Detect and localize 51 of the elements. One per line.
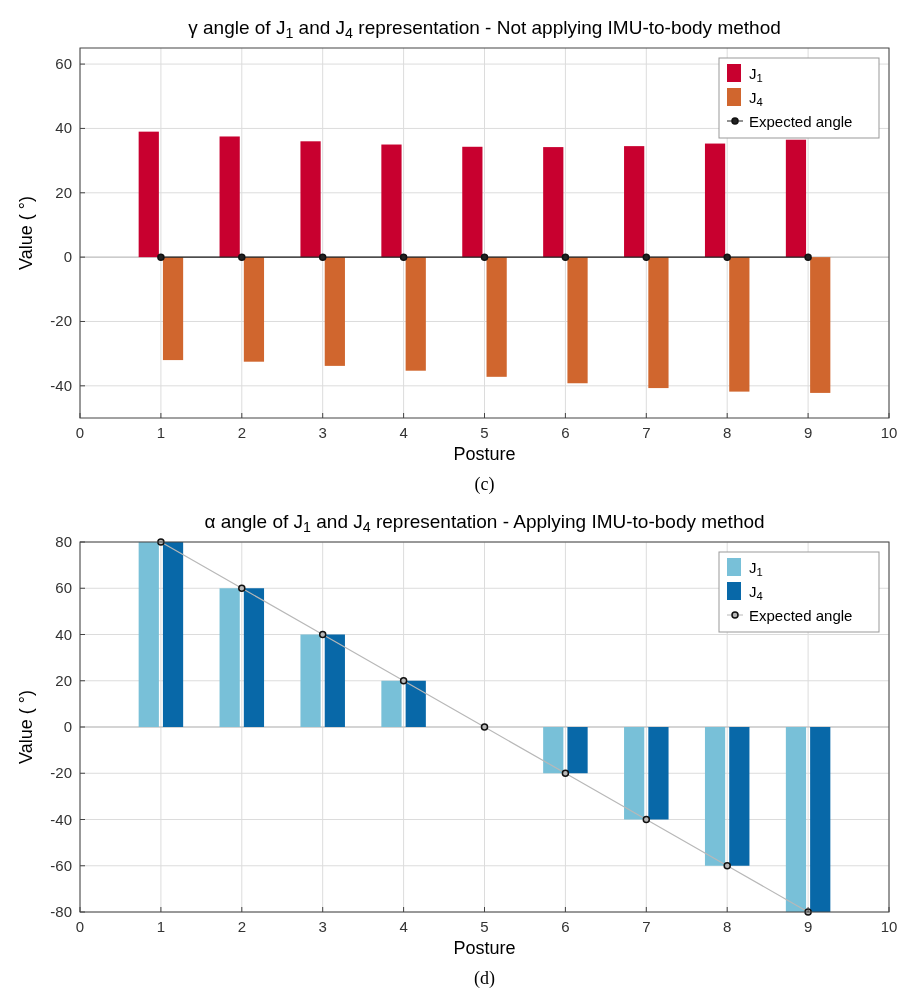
x-tick-label: 0 bbox=[75, 918, 85, 935]
legend-label: Expected angle bbox=[749, 607, 853, 624]
x-tick-label: 1 bbox=[156, 424, 166, 441]
y-tick-label: 80 bbox=[55, 533, 72, 550]
chart-title: γ angle of J$_{1}$ and J$_{4}$ representation - Not applying IMU-to-body method bbox=[188, 17, 781, 42]
x-tick-label: 5 bbox=[480, 918, 489, 935]
x-tick-label: 10 bbox=[880, 918, 898, 935]
x-tick-label: 0 bbox=[75, 424, 85, 441]
chart-title: α angle of J$_{1}$ and J$_{4}$ representation - Applying IMU-to-body method bbox=[204, 511, 765, 536]
x-tick-label: 9 bbox=[803, 424, 813, 441]
legend-label: J$_{1}$ bbox=[749, 65, 763, 85]
y-tick-label: -20 bbox=[50, 312, 72, 330]
y-axis-title: Value ( °) bbox=[16, 690, 36, 764]
y-tick-label: -20 bbox=[50, 764, 72, 782]
y-tick-label: -80 bbox=[50, 903, 72, 920]
text: (d) bbox=[474, 968, 495, 989]
y-axis-title: Value ( °) bbox=[16, 196, 36, 270]
y-tick-label: 0 bbox=[63, 718, 72, 735]
x-axis-title: Posture bbox=[453, 938, 516, 958]
legend-label: J$_{4}$ bbox=[749, 583, 763, 603]
y-tick-label: -40 bbox=[50, 810, 72, 828]
x-tick-label: 2 bbox=[237, 918, 246, 935]
text: (c) bbox=[474, 474, 495, 495]
legend-label: Expected angle bbox=[749, 113, 853, 130]
x-tick-label: 8 bbox=[723, 424, 732, 441]
y-tick-label: 20 bbox=[55, 671, 72, 689]
x-tick-label: 8 bbox=[723, 918, 732, 935]
x-tick-label: 1 bbox=[156, 918, 166, 935]
y-tick-label: -40 bbox=[50, 376, 72, 394]
x-tick-label: 6 bbox=[561, 424, 570, 441]
legend-label: J$_{4}$ bbox=[749, 89, 763, 109]
x-tick-label: 6 bbox=[561, 918, 570, 935]
y-tick-label: 60 bbox=[55, 579, 72, 597]
x-tick-label: 7 bbox=[642, 918, 651, 935]
x-tick-label: 4 bbox=[399, 918, 408, 935]
y-tick-label: 0 bbox=[63, 248, 72, 266]
y-tick-label: 60 bbox=[55, 55, 72, 73]
y-tick-label: 40 bbox=[55, 625, 72, 643]
x-tick-label: 7 bbox=[642, 424, 651, 441]
y-tick-label: 40 bbox=[55, 119, 72, 137]
x-tick-label: 5 bbox=[480, 424, 489, 441]
y-tick-label: -60 bbox=[50, 856, 72, 874]
x-tick-label: 10 bbox=[880, 424, 898, 441]
x-tick-label: 3 bbox=[318, 918, 327, 935]
x-axis-title: Posture bbox=[453, 444, 516, 464]
y-tick-label: 20 bbox=[55, 183, 72, 201]
x-tick-label: 3 bbox=[318, 424, 327, 441]
x-tick-label: 2 bbox=[237, 424, 246, 441]
x-tick-label: 4 bbox=[399, 424, 408, 441]
legend-label: J$_{1}$ bbox=[749, 559, 763, 579]
x-tick-label: 9 bbox=[803, 918, 813, 935]
